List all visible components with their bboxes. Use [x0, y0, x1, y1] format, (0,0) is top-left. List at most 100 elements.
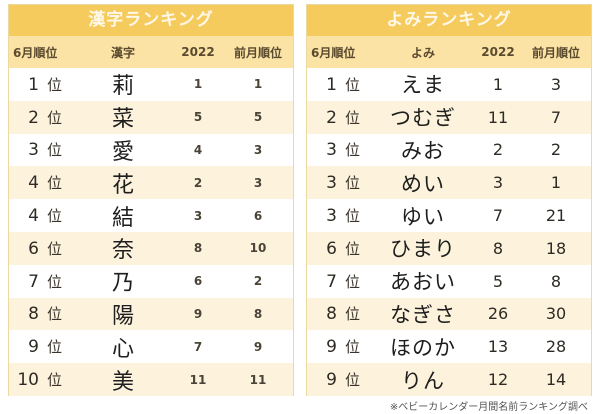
- rank-unit: 位: [47, 207, 63, 226]
- prev-rank-cell: 1: [550, 173, 562, 193]
- prev-rank-cell: 2: [550, 140, 562, 160]
- name-cell: 愛: [111, 139, 134, 165]
- prev-rank-cell: 8: [550, 271, 562, 291]
- table-row: 7 位あおい 5 8: [307, 264, 591, 298]
- rank-unit: 位: [47, 305, 63, 324]
- header-2022: 2022: [181, 45, 215, 59]
- prev-rank-cell: 7: [550, 107, 562, 127]
- table-row: 3 位 みお 2 2: [307, 133, 591, 167]
- rank-2022-cell: 1: [492, 74, 504, 94]
- header-2022: 2022: [481, 45, 515, 59]
- prev-rank-cell: 21: [545, 206, 567, 226]
- rank-number: 1: [326, 74, 337, 95]
- rank-number: 4: [28, 206, 39, 227]
- prev-rank-cell: 5: [253, 110, 263, 125]
- rank-number: 2: [326, 107, 337, 128]
- rank-number: 3: [28, 140, 39, 161]
- prev-rank-cell: 18: [545, 238, 567, 258]
- rank-number: 3: [326, 173, 337, 194]
- rank-2022-cell: 9: [193, 306, 203, 321]
- table-row: 9 位ほのか 13 28: [307, 330, 591, 364]
- rank-number: 8: [28, 304, 39, 325]
- rank-2022-cell: 7: [193, 339, 203, 354]
- rank-2022-cell: 11: [189, 372, 207, 387]
- rank-number: 3: [326, 140, 337, 161]
- name-cell: 美: [111, 369, 134, 395]
- prev-rank-cell: 11: [249, 372, 267, 387]
- rank-unit: 位: [345, 207, 361, 226]
- yomi-ranking-rows: 1 位えま 1 3 2 位つむぎ 11 7 3 位みお 2 2 3 位めい 3 1 3 位ゆい 7 21 6 位ひまり 8 1…: [307, 68, 591, 396]
- kanji-ranking-title: 漢字ランキング: [9, 5, 293, 36]
- rank-2022-cell: 3: [193, 208, 203, 223]
- rank-unit: 位: [345, 338, 361, 357]
- rank-number: 9: [326, 337, 337, 358]
- rank-2022-cell: 2: [492, 140, 504, 160]
- rank-unit: 位: [345, 239, 361, 258]
- header-june-rank: 6月順位: [311, 45, 356, 60]
- prev-rank-cell: 3: [253, 142, 263, 157]
- rank-2022-cell: 5: [193, 110, 203, 125]
- name-cell: めい: [401, 171, 445, 196]
- rank-number: 7: [326, 271, 337, 292]
- rank-number: 9: [326, 370, 337, 391]
- rank-number: 3: [326, 206, 337, 227]
- name-cell: えま: [401, 73, 445, 98]
- name-cell: 奈: [111, 238, 134, 264]
- yomi-ranking-table: よみランキング 6月順位 よみ 2022 前月順位 1 位えま 1 3 2 位つむぎ 11 7…: [306, 4, 592, 396]
- rank-unit: 位: [47, 108, 63, 127]
- name-cell: ゆい: [401, 204, 445, 229]
- rank-unit: 位: [345, 305, 361, 324]
- header-kanji: 漢字: [110, 45, 135, 60]
- rank-2022-cell: 7: [492, 206, 504, 226]
- table-row: 10 位 美 11 11: [9, 363, 293, 396]
- name-cell: ほのか: [390, 335, 456, 360]
- rank-unit: 位: [345, 141, 361, 160]
- rank-unit: 位: [47, 371, 63, 390]
- rank-unit: 位: [47, 239, 63, 258]
- kanji-ranking-header: 6月順位 漢字 2022 前月順位: [9, 36, 293, 68]
- rank-2022-cell: 26: [487, 304, 509, 324]
- name-cell: 乃: [111, 271, 134, 297]
- rank-2022-cell: 4: [193, 142, 203, 157]
- prev-rank-cell: 10: [249, 241, 267, 256]
- name-cell: 心: [111, 336, 134, 362]
- rank-2022-cell: 6: [193, 274, 203, 289]
- table-row: 3 位 めい 3 1: [307, 166, 591, 200]
- name-cell: みお: [401, 138, 445, 163]
- prev-rank-cell: 28: [545, 337, 567, 357]
- table-row: 6 位ひまり 8 18: [307, 231, 591, 265]
- name-cell: 結: [111, 205, 134, 231]
- prev-rank-cell: 8: [253, 306, 263, 321]
- rank-number: 10: [17, 370, 39, 391]
- rank-2022-cell: 1: [193, 77, 203, 92]
- rank-2022-cell: 8: [193, 241, 203, 256]
- rank-number: 8: [326, 304, 337, 325]
- name-cell: つむぎ: [390, 106, 456, 131]
- prev-rank-cell: 2: [253, 274, 263, 289]
- rank-2022-cell: 8: [492, 238, 504, 258]
- rank-number: 4: [28, 173, 39, 194]
- prev-rank-cell: 3: [253, 175, 263, 190]
- rank-unit: 位: [47, 272, 63, 291]
- rank-unit: 位: [345, 75, 361, 94]
- rank-unit: 位: [345, 371, 361, 390]
- kanji-ranking-rows: 1 位莉 1 1 2 位菜 5 5 3 位愛 4 3 4 位花 2 3 4 位結 3 6 6 位奈 8 10 7 位乃 6 2 8 位陽 9…: [9, 68, 293, 396]
